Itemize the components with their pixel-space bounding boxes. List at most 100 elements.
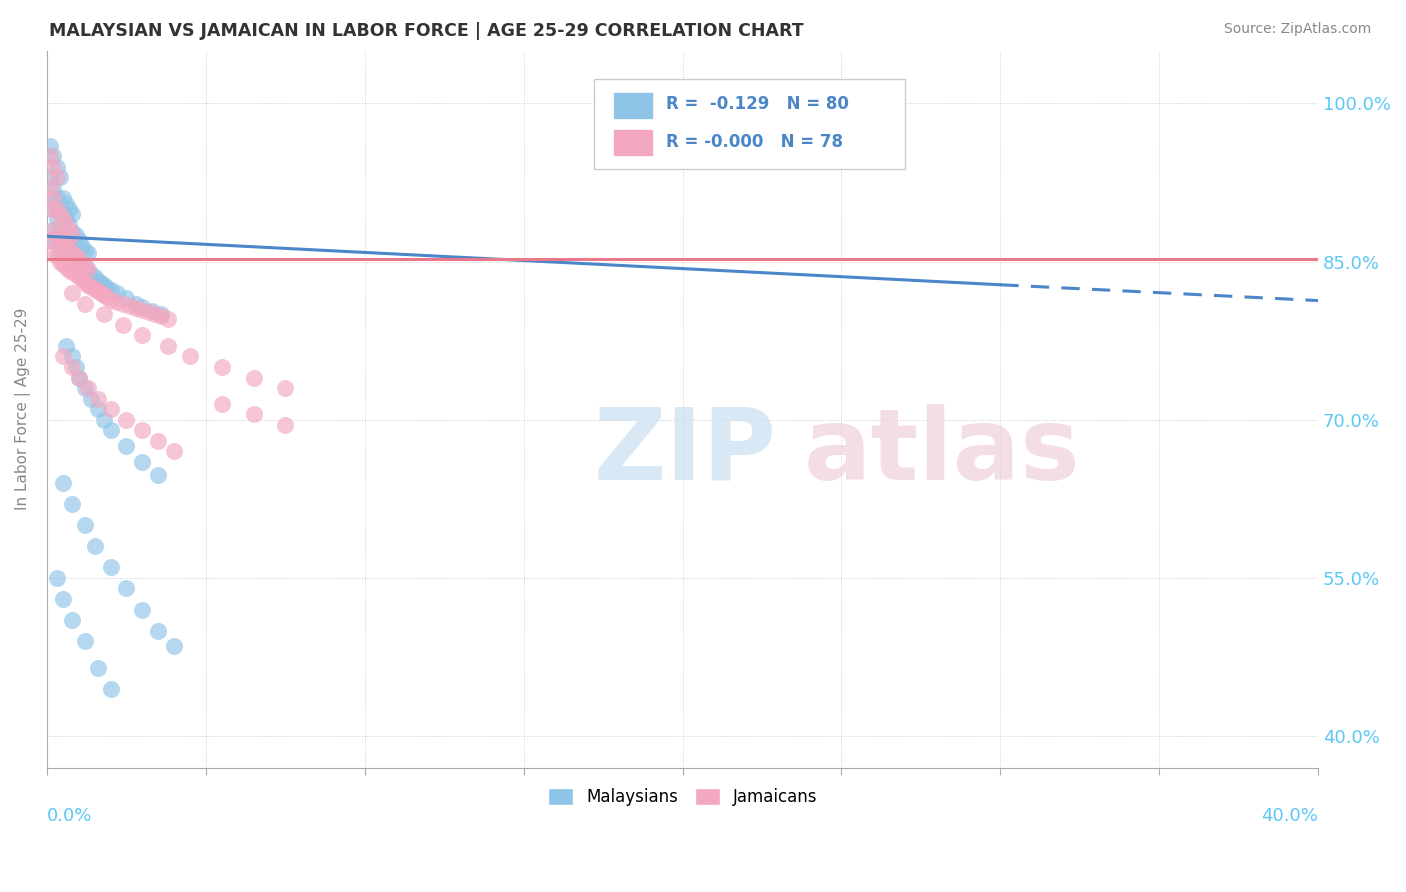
- Point: [80, 267, 103, 281]
- Point: [70, 257, 93, 271]
- Point: [39, 234, 62, 248]
- Point: [100, 293, 122, 307]
- Point: [112, 318, 135, 332]
- Point: [87, 392, 110, 406]
- Point: [75, 634, 97, 648]
- Point: [83, 270, 105, 285]
- Point: [83, 282, 105, 296]
- Point: [105, 286, 128, 301]
- Point: [138, 305, 160, 319]
- Point: [52, 257, 75, 271]
- Point: [131, 455, 153, 469]
- Point: [131, 423, 153, 437]
- Point: [60, 225, 83, 239]
- Point: [48, 234, 70, 248]
- Text: R =  -0.129   N = 80: R = -0.129 N = 80: [666, 95, 849, 113]
- Point: [55, 196, 77, 211]
- Point: [52, 475, 75, 490]
- Point: [42, 160, 65, 174]
- Point: [60, 359, 83, 374]
- Point: [70, 257, 93, 271]
- Point: [77, 262, 100, 277]
- Point: [148, 434, 170, 448]
- Point: [83, 539, 105, 553]
- Point: [67, 270, 90, 285]
- Point: [93, 307, 115, 321]
- Point: [67, 254, 90, 268]
- Point: [150, 307, 173, 321]
- Point: [148, 624, 170, 638]
- Point: [52, 235, 75, 250]
- Point: [90, 276, 112, 290]
- Point: [60, 497, 83, 511]
- Point: [148, 467, 170, 482]
- Point: [100, 423, 122, 437]
- Point: [48, 223, 70, 237]
- Point: [156, 339, 179, 353]
- Point: [211, 359, 233, 374]
- Point: [87, 402, 110, 417]
- Point: [77, 265, 100, 279]
- Point: [55, 260, 77, 274]
- Point: [39, 170, 62, 185]
- Point: [55, 218, 77, 232]
- Point: [75, 244, 97, 258]
- Point: [48, 170, 70, 185]
- Point: [67, 234, 90, 248]
- Point: [45, 160, 67, 174]
- Point: [42, 223, 65, 237]
- Point: [150, 310, 173, 324]
- Point: [39, 138, 62, 153]
- Point: [45, 170, 67, 185]
- Point: [45, 234, 67, 248]
- Point: [60, 228, 83, 243]
- Point: [65, 267, 87, 281]
- Point: [87, 660, 110, 674]
- Point: [96, 290, 118, 304]
- Point: [45, 228, 67, 243]
- Point: [52, 228, 75, 243]
- Point: [75, 259, 97, 273]
- Point: [45, 202, 67, 216]
- Point: [179, 350, 201, 364]
- Point: [60, 207, 83, 221]
- Point: [65, 359, 87, 374]
- Point: [274, 381, 297, 395]
- Point: [58, 239, 80, 253]
- Point: [80, 392, 103, 406]
- Point: [274, 417, 297, 432]
- Point: [67, 370, 90, 384]
- Point: [39, 202, 62, 216]
- Y-axis label: In Labor Force | Age 25-29: In Labor Force | Age 25-29: [15, 308, 31, 510]
- Point: [65, 249, 87, 263]
- Point: [52, 191, 75, 205]
- Point: [131, 328, 153, 343]
- Point: [100, 681, 122, 696]
- Point: [45, 191, 67, 205]
- Point: [115, 292, 138, 306]
- Point: [87, 284, 110, 298]
- Point: [87, 274, 110, 288]
- Point: [100, 402, 122, 417]
- Text: atlas: atlas: [803, 404, 1080, 500]
- Point: [39, 234, 62, 248]
- Point: [67, 252, 90, 267]
- Point: [112, 297, 135, 311]
- Point: [42, 180, 65, 194]
- Point: [45, 571, 67, 585]
- Point: [52, 207, 75, 221]
- Point: [42, 244, 65, 258]
- Text: 0.0%: 0.0%: [46, 807, 93, 825]
- Point: [242, 370, 264, 384]
- Point: [60, 265, 83, 279]
- Point: [100, 283, 122, 297]
- Point: [93, 277, 115, 292]
- Text: MALAYSIAN VS JAMAICAN IN LABOR FORCE | AGE 25-29 CORRELATION CHART: MALAYSIAN VS JAMAICAN IN LABOR FORCE | A…: [49, 22, 804, 40]
- Point: [141, 304, 163, 318]
- Point: [58, 263, 80, 277]
- Point: [75, 260, 97, 274]
- Point: [242, 408, 264, 422]
- Point: [115, 439, 138, 453]
- Point: [55, 239, 77, 253]
- Point: [52, 212, 75, 227]
